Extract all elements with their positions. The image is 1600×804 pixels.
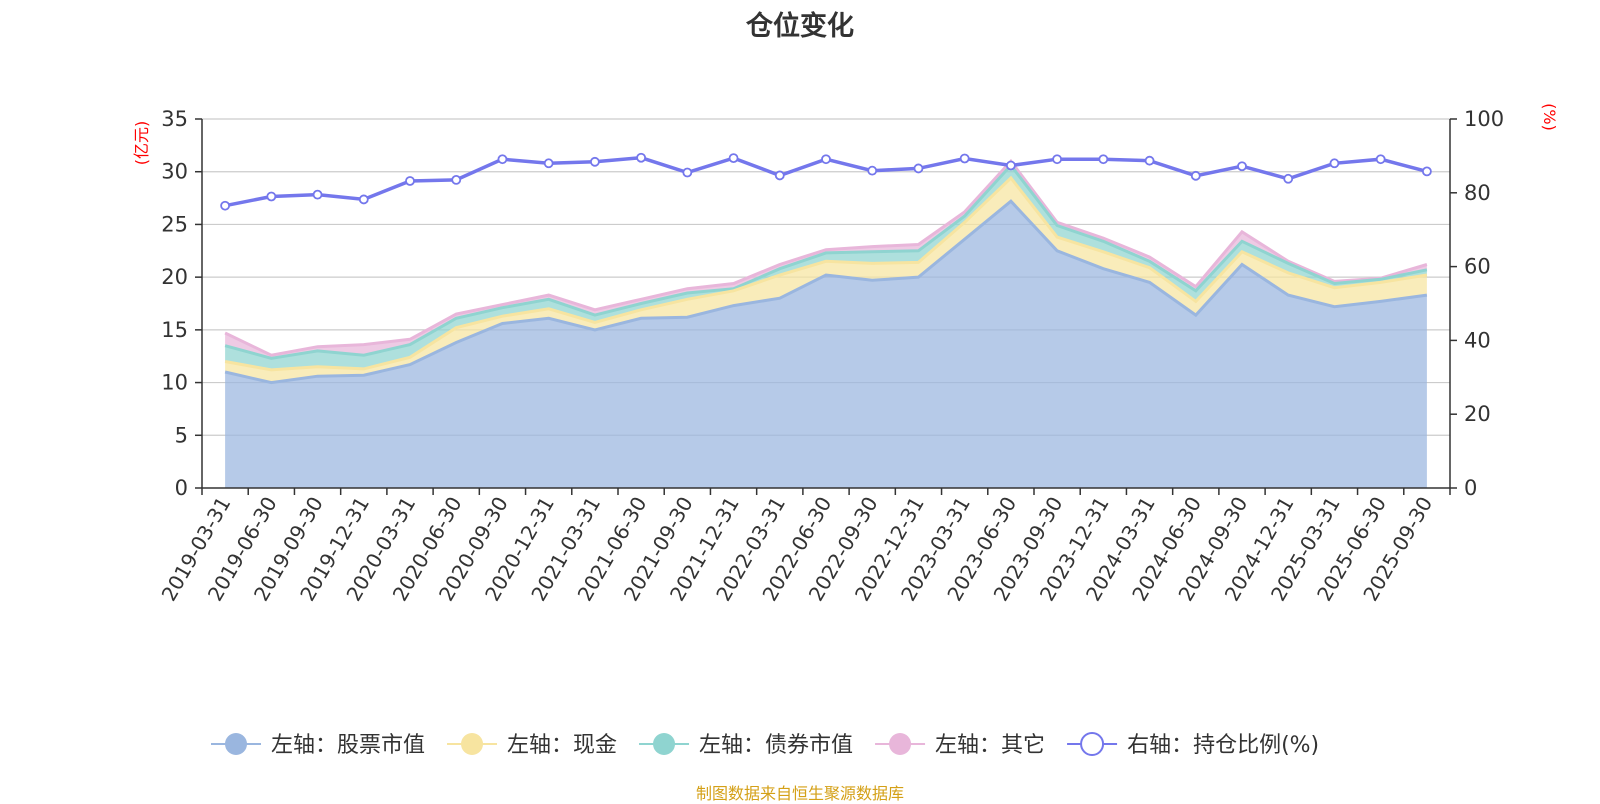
legend-item-other[interactable]: 左轴：其它 [875, 733, 1045, 758]
ratio-point-2025-03-31[interactable] [1329, 158, 1340, 169]
left-tick-label: 35 [161, 107, 188, 131]
legend-marker [889, 733, 912, 755]
area-edge-stock [224, 199, 1428, 385]
chart-title: 仓位变化 [746, 11, 854, 42]
right-tick-label: 100 [1464, 107, 1504, 131]
ratio-point-2024-09-30[interactable] [1237, 161, 1247, 172]
left-tick-label: 0 [175, 476, 188, 500]
left-tick-label: 5 [175, 423, 188, 447]
area-edge-bond [224, 163, 1428, 360]
ratio-point-2021-03-31[interactable] [589, 156, 600, 167]
ratio-point-2020-12-31[interactable] [543, 158, 554, 169]
ratio-point-2021-12-31[interactable] [728, 153, 739, 164]
ratio-point-2024-03-31[interactable] [1144, 155, 1155, 166]
right-tick-label: 80 [1464, 181, 1491, 205]
legend-label: 右轴：持仓比例(%) [1127, 733, 1319, 758]
right-tick-label: 40 [1464, 328, 1491, 352]
right-axis-unit: (%) [1540, 103, 1559, 131]
left-tick-label: 30 [161, 160, 188, 184]
ratio-point-2020-06-30[interactable] [451, 174, 462, 185]
ratio-point-2022-09-30[interactable] [867, 165, 878, 176]
ratio-point-2024-06-30[interactable] [1190, 170, 1201, 181]
left-tick-label: 25 [161, 212, 188, 236]
ratio-point-2019-12-31[interactable] [358, 194, 369, 205]
ratio-point-2023-06-30[interactable] [1005, 160, 1016, 171]
left-tick-label: 10 [161, 371, 188, 395]
ratio-point-2023-03-31[interactable] [959, 153, 970, 164]
legend[interactable]: 左轴：股票市值 左轴：现金 左轴：债券市值 左轴：其它 右轴：持仓比例(%) [211, 732, 1319, 758]
ratio-point-2021-09-30[interactable] [682, 167, 693, 178]
legend-item-bond[interactable]: 左轴：债券市值 [639, 733, 853, 758]
ratio-point-2023-09-30[interactable] [1052, 154, 1063, 165]
ratio-point-2022-12-31[interactable] [913, 163, 924, 174]
legend-marker [1080, 732, 1105, 756]
legend-item-ratio[interactable]: 右轴：持仓比例(%) [1067, 732, 1319, 758]
ratio-point-2025-09-30[interactable] [1421, 166, 1432, 177]
ratio-point-2021-06-30[interactable] [636, 152, 647, 163]
area-edge-cash [224, 175, 1428, 372]
legend-label: 左轴：现金 [507, 733, 617, 758]
legend-marker [225, 733, 247, 755]
right-tick-label: 0 [1464, 476, 1477, 500]
right-tick-label: 20 [1464, 402, 1491, 426]
stacked-areas [224, 158, 1428, 488]
left-tick-label: 15 [161, 318, 188, 342]
ratio-point-2025-06-30[interactable] [1375, 154, 1386, 165]
right-tick-label: 60 [1464, 255, 1491, 279]
legend-label: 左轴：债券市值 [699, 733, 853, 758]
ratio-point-2020-03-31[interactable] [405, 176, 415, 186]
data-source-note: 制图数据来自恒生聚源数据库 [695, 784, 904, 803]
ratio-point-2019-06-30[interactable] [266, 191, 277, 202]
legend-label: 左轴：其它 [935, 733, 1045, 758]
legend-label: 左轴：股票市值 [271, 733, 425, 758]
legend-marker [653, 733, 676, 755]
legend-marker [461, 733, 484, 755]
ratio-point-2022-06-30[interactable] [821, 154, 831, 165]
area-edge-other [224, 158, 1428, 357]
ratio-point-2019-03-31[interactable] [220, 200, 231, 211]
ratio-point-2020-09-30[interactable] [497, 154, 508, 165]
ratio-point-2019-09-30[interactable] [312, 189, 323, 200]
ratio-point-2022-03-31[interactable] [774, 170, 785, 181]
left-axis-unit: (亿元) [132, 121, 151, 166]
left-tick-label: 20 [161, 265, 188, 289]
area-stock [225, 201, 1427, 488]
legend-item-cash[interactable]: 左轴：现金 [447, 733, 617, 758]
ratio-line-series [220, 152, 1432, 211]
ratio-point-2023-12-31[interactable] [1098, 154, 1109, 165]
ratio-point-2024-12-31[interactable] [1283, 173, 1294, 184]
legend-item-stock[interactable]: 左轴：股票市值 [211, 733, 425, 758]
